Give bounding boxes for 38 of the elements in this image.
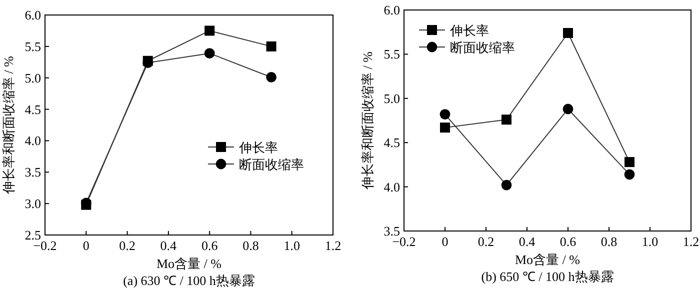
y-tick-label: 5.0 xyxy=(384,90,400,106)
x-tick-label: 0.8 xyxy=(242,238,259,253)
y-tick-label: 5.5 xyxy=(384,46,400,62)
y-tick-label: 3.0 xyxy=(24,196,41,212)
x-axis-title: Mo含量 / % xyxy=(515,252,580,267)
legend-label: 断面收缩率 xyxy=(450,40,515,55)
legend-label: 伸长率 xyxy=(449,23,489,38)
y-tick-label: 6.0 xyxy=(384,2,400,18)
x-tick-label: 1.0 xyxy=(284,238,300,253)
text: (a) 630 ℃ / 100 h热暴露 xyxy=(123,273,255,288)
y-tick-label: 4.0 xyxy=(24,133,41,148)
x-tick-label: 0.4 xyxy=(518,234,536,249)
x-tick-label: 0.6 xyxy=(560,234,577,249)
y-tick-label: 5.5 xyxy=(24,38,41,54)
y-tick-label: 4.0 xyxy=(384,179,400,194)
x-tick-label: 0.6 xyxy=(201,238,218,253)
y-tick-label: 3.5 xyxy=(384,224,400,238)
x-tick-label: 0 xyxy=(82,238,90,253)
legend-label: 伸长率 xyxy=(238,140,278,155)
x-tick-label: 1.2 xyxy=(682,234,700,249)
y-tick-label: 5.0 xyxy=(24,70,41,86)
y-tick-label: 4.5 xyxy=(384,135,400,150)
x-axis-title: Mo含量 / % xyxy=(156,256,222,271)
x-tick-label: 0.2 xyxy=(119,238,136,253)
y-tick-label: 3.5 xyxy=(24,164,41,180)
x-tick-label: 1.2 xyxy=(324,238,342,253)
y-tick-label: 6.0 xyxy=(24,8,41,22)
x-tick-label: 0.2 xyxy=(478,234,494,249)
text: (b) 650 ℃ / 100 h热暴露 xyxy=(481,269,614,284)
x-tick-label: 1.0 xyxy=(642,234,658,249)
y-tick-label: 4.5 xyxy=(24,102,41,117)
x-tick-label: 0.4 xyxy=(160,238,178,253)
x-tick-label: 0.8 xyxy=(600,234,618,249)
legend-label: 断面收缩率 xyxy=(239,157,304,172)
y-axis-title: 伸长率和断面收缩率 / % xyxy=(360,51,375,190)
y-tick-label: 2.5 xyxy=(24,228,41,242)
y-axis-title: 伸长率和断面收缩率 / % xyxy=(1,56,16,195)
x-tick-label: 0 xyxy=(442,234,448,249)
